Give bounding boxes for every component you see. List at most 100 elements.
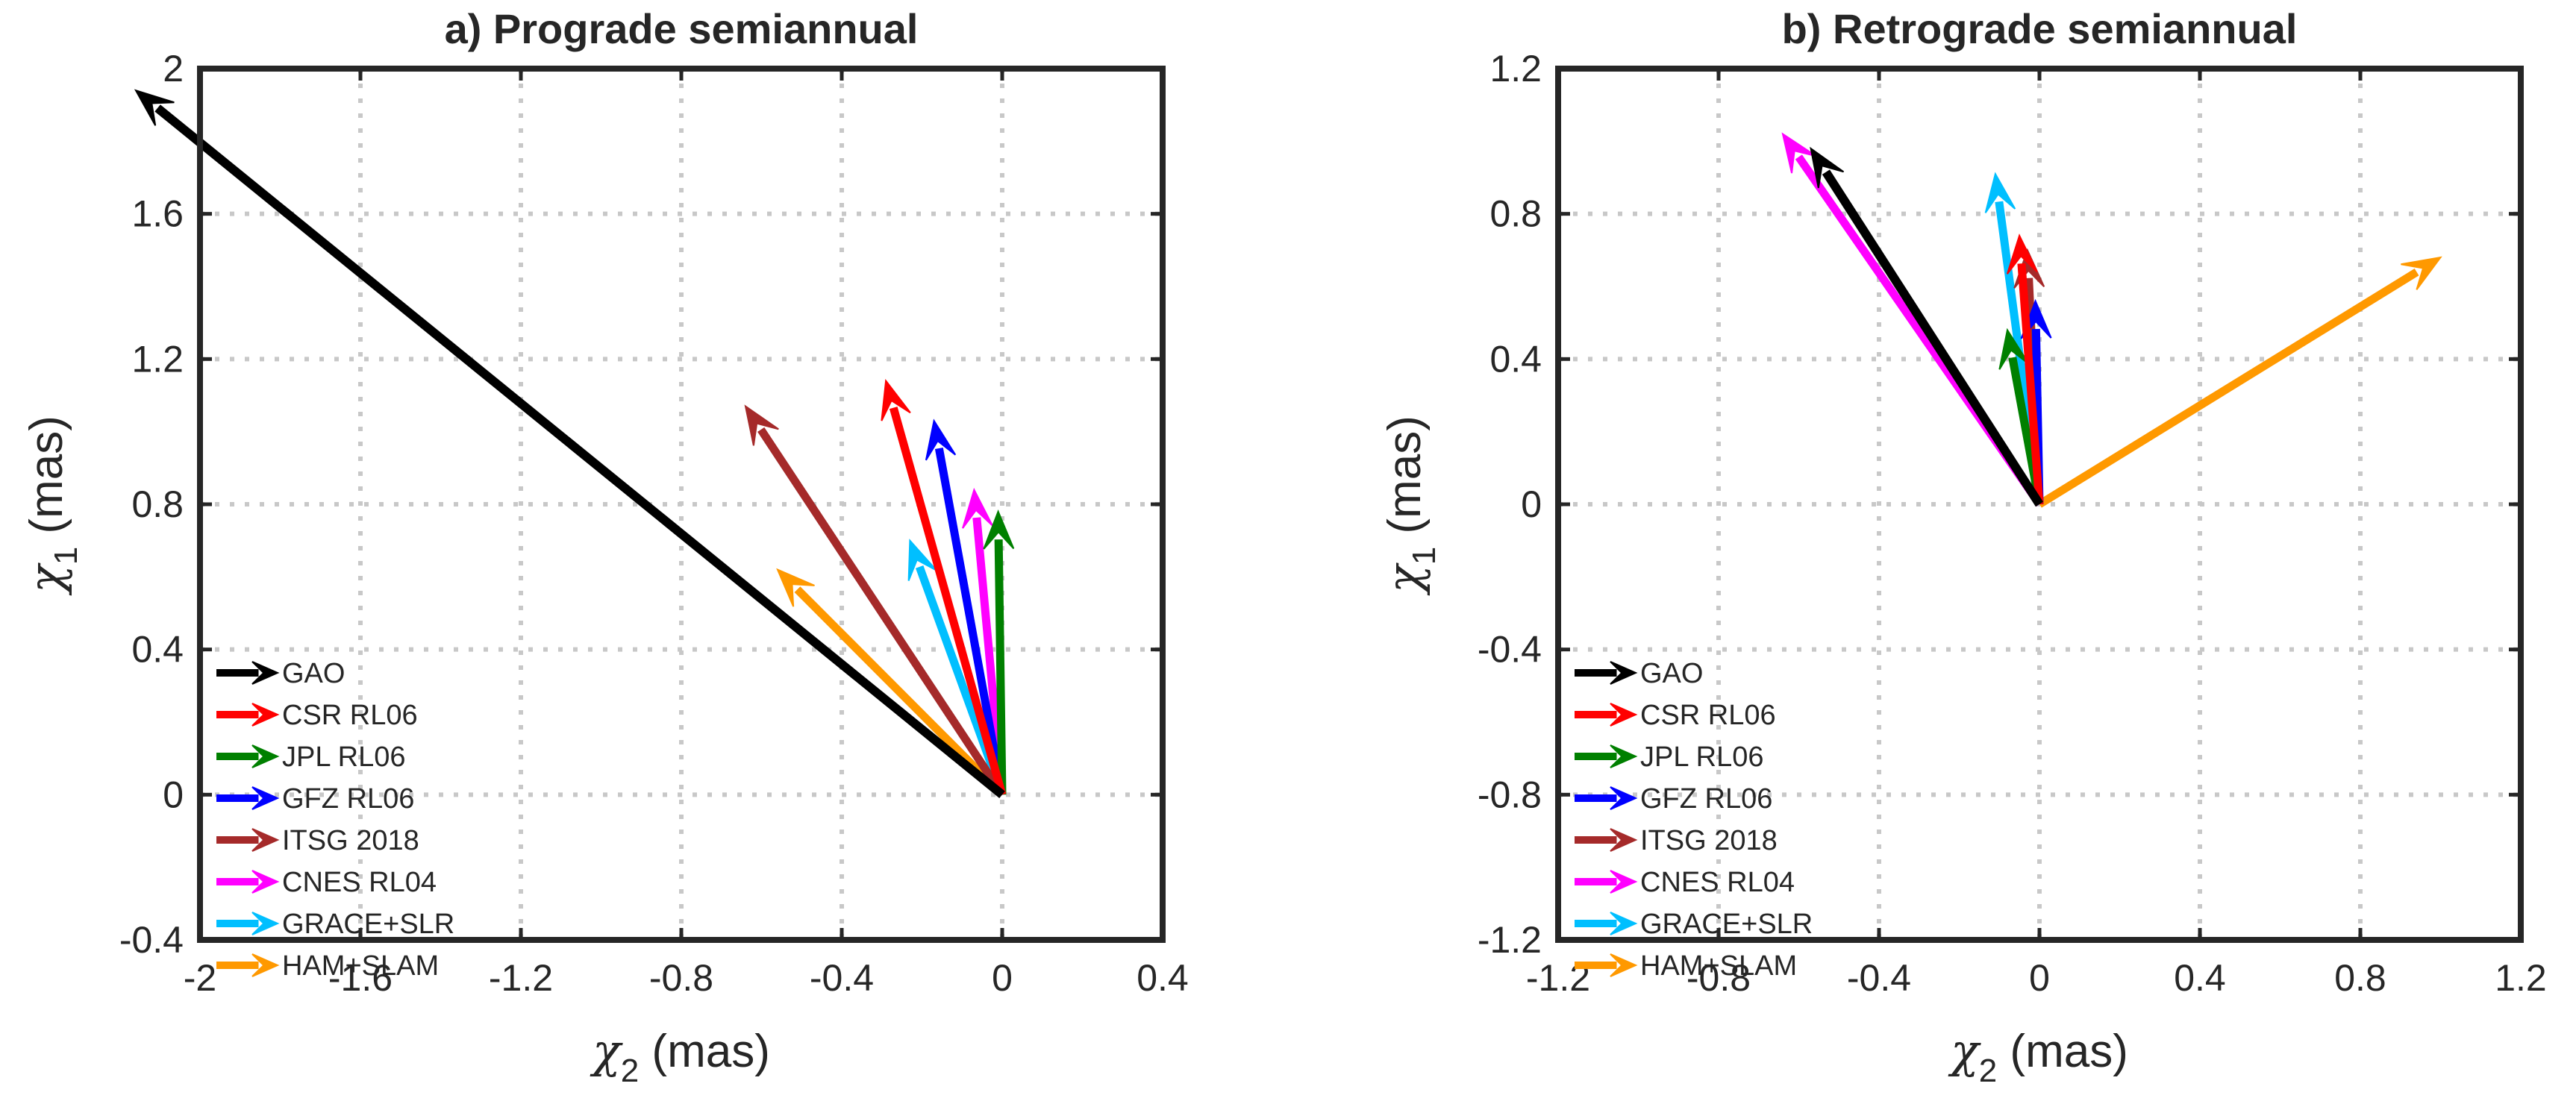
y-axis-unit: (mas) bbox=[1379, 415, 1431, 547]
vector-itsg-2018 bbox=[744, 404, 1006, 797]
vector-csr-rl06-shaft bbox=[2017, 263, 2044, 505]
vector-ham-slam-shaft bbox=[794, 586, 1005, 798]
vector-ham-slam bbox=[776, 568, 1005, 798]
vector-gao-head bbox=[134, 89, 175, 126]
legend-item: CSR RL06 bbox=[216, 700, 418, 731]
chart-title: b) Retrograde semiannual bbox=[1782, 5, 2298, 52]
legend-swatch-head bbox=[1610, 953, 1638, 977]
legend-swatch bbox=[216, 870, 280, 894]
legend-label: CNES RL04 bbox=[1640, 867, 1795, 898]
legend-item: JPL RL06 bbox=[216, 741, 405, 773]
x-axis-subscript: 2 bbox=[621, 1053, 639, 1089]
x-tick-label: 0 bbox=[2029, 957, 2050, 999]
vector-csr-rl06-shaft bbox=[889, 407, 1007, 796]
vector-gfz-rl06 bbox=[925, 418, 1007, 796]
x-tick-label: 0.4 bbox=[1137, 957, 1189, 999]
legend-swatch-head bbox=[1610, 870, 1638, 894]
legend-swatch bbox=[216, 744, 280, 768]
vector-ham-slam-head bbox=[2401, 256, 2442, 290]
x-tick-label: -0.8 bbox=[649, 957, 713, 999]
legend-label: CSR RL06 bbox=[1640, 700, 1776, 731]
legend-label: GRACE+SLR bbox=[282, 909, 454, 940]
vector-gfz-rl06-shaft bbox=[934, 447, 1007, 796]
x-tick-label: -1.6 bbox=[328, 957, 393, 999]
legend-label: GRACE+SLR bbox=[1640, 909, 1813, 940]
vector-csr-rl06 bbox=[881, 378, 1007, 796]
legend-swatch-head bbox=[251, 953, 280, 977]
legend-swatch-head bbox=[251, 744, 280, 768]
legend-swatch-head bbox=[1610, 912, 1638, 935]
vector-jpl-rl06-head bbox=[983, 509, 1015, 550]
legend-swatch-head bbox=[251, 786, 280, 810]
x-axis-label: χ2 (mas) bbox=[1948, 1023, 2128, 1089]
vector-grace-slr-head bbox=[1984, 172, 2016, 213]
legend-item: ITSG 2018 bbox=[216, 825, 419, 856]
x-tick-label: 0 bbox=[992, 957, 1013, 999]
legend-label: GFZ RL06 bbox=[282, 783, 414, 815]
y-tick-label: 1.2 bbox=[1489, 48, 1542, 90]
vector-jpl-rl06-shaft bbox=[994, 539, 1007, 795]
vector-jpl-rl06 bbox=[983, 509, 1015, 795]
legend-item: JPL RL06 bbox=[1575, 741, 1763, 773]
chart-title: a) Prograde semiannual bbox=[445, 5, 919, 52]
legend-swatch bbox=[1575, 661, 1638, 685]
legend-swatch-head bbox=[251, 828, 280, 852]
legend-item: HAM+SLAM bbox=[1575, 950, 1797, 982]
legend-swatch-head bbox=[251, 703, 280, 727]
y-tick-label: -0.8 bbox=[1478, 774, 1542, 815]
legend-label: CSR RL06 bbox=[282, 700, 418, 731]
legend-label: GAO bbox=[282, 658, 345, 689]
vector-gao-head bbox=[1810, 146, 1845, 189]
legend-label: JPL RL06 bbox=[282, 741, 405, 773]
legend-swatch-head bbox=[251, 912, 280, 935]
legend-item: GAO bbox=[216, 658, 345, 689]
legend-swatch bbox=[1575, 912, 1638, 935]
y-axis-subscript: 1 bbox=[1406, 547, 1442, 565]
x-tick-label: -0.8 bbox=[1686, 957, 1751, 999]
legend-swatch bbox=[216, 786, 280, 810]
legend-label: HAM+SLAM bbox=[1640, 950, 1797, 982]
panel-prograde-semiannual: -2 -1.6 -1.2 -0.8 -0.4 0 0.4 -0.4 0 0.4 0.8 1.2 1.6 2… bbox=[19, 5, 1189, 1089]
legend: GAO CSR RL06 JPL RL06 GFZ RL06 ITSG 2018 CNES… bbox=[216, 658, 454, 982]
legend-label: HAM+SLAM bbox=[282, 950, 439, 982]
x-axis-symbol: χ bbox=[590, 1023, 623, 1078]
vector-ham-slam-head bbox=[776, 568, 815, 607]
y-tick-label: -0.4 bbox=[119, 919, 184, 961]
legend-item: HAM+SLAM bbox=[216, 950, 439, 982]
y-axis-label: χ1 (mas) bbox=[1377, 415, 1442, 596]
y-tick-label: 0.4 bbox=[1489, 338, 1542, 380]
legend-item: CNES RL04 bbox=[216, 867, 437, 898]
legend-swatch-head bbox=[1610, 661, 1638, 685]
y-tick-label: 1.6 bbox=[131, 193, 184, 235]
legend-item: GFZ RL06 bbox=[1575, 783, 1772, 815]
legend-swatch-head bbox=[1610, 703, 1638, 727]
vector-ham-slam bbox=[2037, 256, 2442, 508]
vector-gao bbox=[134, 89, 1005, 798]
legend-item: GAO bbox=[1575, 658, 1703, 689]
vector-gfz-rl06-head bbox=[925, 418, 957, 461]
vector-csr-rl06-head bbox=[881, 378, 911, 421]
legend-swatch bbox=[216, 912, 280, 935]
legend-swatch bbox=[216, 661, 280, 685]
x-axis-label: χ2 (mas) bbox=[590, 1023, 770, 1089]
y-tick-label: 2 bbox=[163, 48, 184, 90]
x-tick-label: 1.2 bbox=[2495, 957, 2547, 999]
x-tick-label: -2 bbox=[184, 957, 216, 999]
vector-ham-slam-shaft bbox=[2037, 269, 2419, 508]
legend-item: GRACE+SLR bbox=[1575, 909, 1813, 940]
x-tick-label: 0.4 bbox=[2174, 957, 2226, 999]
legend-swatch-head bbox=[251, 870, 280, 894]
legend-item: GFZ RL06 bbox=[216, 783, 414, 815]
vector-gao-shaft bbox=[154, 104, 1005, 798]
legend-swatch bbox=[1575, 703, 1638, 727]
legend-label: GFZ RL06 bbox=[1640, 783, 1772, 815]
legend-item: ITSG 2018 bbox=[1575, 825, 1778, 856]
vector-gao-shaft bbox=[1822, 169, 2044, 507]
y-tick-label: 0 bbox=[1521, 483, 1542, 525]
legend-swatch bbox=[1575, 786, 1638, 810]
legend-swatch bbox=[216, 828, 280, 852]
y-axis-label: χ1 (mas) bbox=[19, 415, 84, 596]
y-tick-label: -1.2 bbox=[1478, 919, 1542, 961]
legend-swatch bbox=[216, 703, 280, 727]
